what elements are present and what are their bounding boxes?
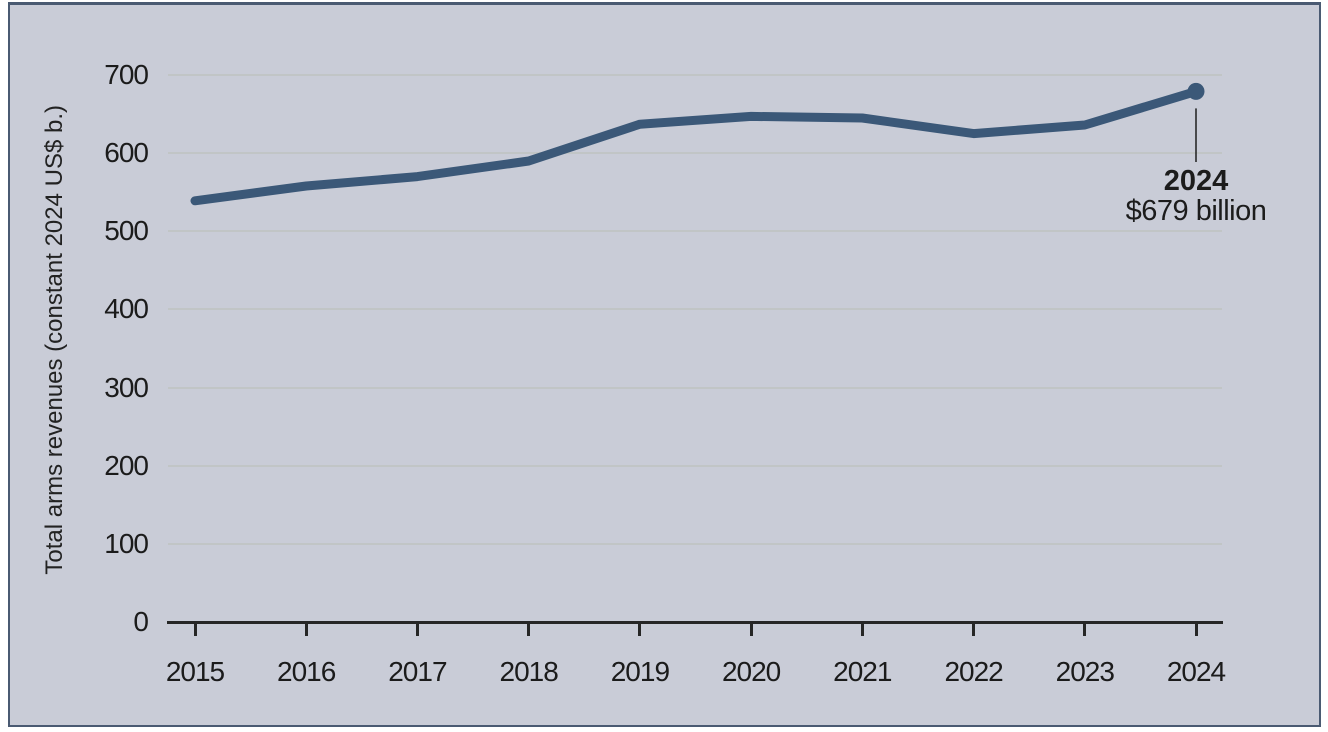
y-tick-label-200: 200 <box>104 449 149 481</box>
annotation-value-label: $679 billion <box>1125 195 1267 227</box>
y-axis-title-text: Total arms revenues (constant 2024 US$ b… <box>41 105 68 575</box>
x-tick-label-2017: 2017 <box>388 656 447 687</box>
x-tick-label-2020: 2020 <box>721 656 781 687</box>
x-tick-2023 <box>1083 624 1087 636</box>
x-tick-label-2022: 2022 <box>944 656 1003 687</box>
x-tick-2017 <box>415 624 419 636</box>
x-tick-2021 <box>860 624 864 636</box>
x-tick-2015 <box>193 624 197 636</box>
gridline-200 <box>168 464 1222 467</box>
gridline-600 <box>168 152 1222 155</box>
gridline-500 <box>168 230 1222 233</box>
y-tick-label-100: 100 <box>104 527 149 559</box>
y-tick-label-400: 400 <box>104 293 149 325</box>
x-tick-label-2016: 2016 <box>277 656 336 687</box>
gridline-300 <box>168 386 1222 389</box>
x-axis-line <box>167 621 1223 624</box>
x-tick-2022 <box>972 624 976 636</box>
x-tick-2018 <box>527 624 531 636</box>
chart-panel <box>8 2 1321 727</box>
y-tick-label-300: 300 <box>104 371 149 403</box>
x-tick-label-2019: 2019 <box>610 656 670 687</box>
gridline-400 <box>168 308 1222 311</box>
x-tick-2020 <box>749 624 753 636</box>
y-tick-label-600: 600 <box>104 137 149 169</box>
x-tick-2016 <box>304 624 308 636</box>
gridline-700 <box>168 74 1222 76</box>
gridline-100 <box>168 542 1222 545</box>
x-tick-label-2021: 2021 <box>833 656 892 687</box>
y-tick-label-0: 0 <box>133 606 149 637</box>
x-tick-label-2024: 2024 <box>1166 656 1226 687</box>
x-tick-label-2023: 2023 <box>1055 656 1115 687</box>
x-tick-label-2018: 2018 <box>499 656 559 687</box>
annotation-year-label: 2024 <box>1163 165 1229 197</box>
y-tick-label-700: 700 <box>104 59 149 90</box>
x-tick-2019 <box>638 624 642 636</box>
x-tick-label-2015: 2015 <box>165 656 225 687</box>
annotation-2024: 2024 $679 billion <box>1066 166 1326 227</box>
y-tick-label-500: 500 <box>104 215 149 247</box>
x-tick-2024 <box>1194 624 1198 636</box>
